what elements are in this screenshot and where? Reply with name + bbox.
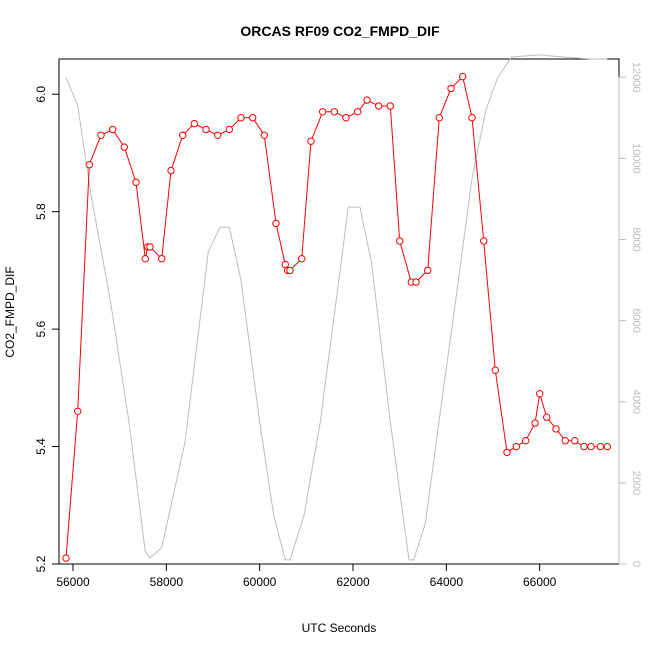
data-point — [85, 161, 94, 169]
data-point — [363, 96, 371, 104]
data-point — [375, 102, 383, 110]
y2-tick-label: 0 — [630, 561, 642, 567]
data-point — [552, 425, 560, 433]
data-point — [571, 437, 579, 445]
data-point — [179, 131, 187, 140]
data-point — [286, 266, 294, 275]
data-point — [580, 442, 588, 451]
data-point — [503, 448, 511, 457]
data-point — [531, 419, 539, 427]
x-tick-label: 58000 — [150, 575, 184, 589]
data-point — [146, 243, 154, 251]
data-point — [424, 266, 432, 275]
data-point — [307, 137, 315, 145]
data-point — [109, 125, 117, 134]
y-tick-label: 5.2 — [34, 555, 48, 572]
data-point — [132, 178, 140, 187]
y-tick-label: 6.0 — [34, 86, 48, 103]
data-point — [120, 143, 129, 151]
y-tick-label: 5.8 — [34, 203, 48, 220]
data-point — [491, 366, 499, 374]
data-point — [298, 255, 306, 263]
secondary-series-line — [65, 54, 608, 561]
data-point — [97, 131, 105, 140]
data-point — [603, 442, 611, 451]
data-point — [354, 108, 362, 116]
data-point — [202, 125, 210, 134]
data-point — [596, 442, 604, 451]
y2-tick-label: 4000 — [630, 390, 642, 414]
data-point — [468, 114, 476, 122]
data-point — [225, 125, 234, 134]
data-point — [396, 237, 404, 245]
data-point — [536, 390, 544, 398]
x-axis: 56000 58000 60000 62000 64000 66000 — [56, 563, 557, 589]
y-tick-label: 5.6 — [34, 320, 48, 337]
data-point — [330, 108, 338, 116]
series-primary — [62, 72, 611, 562]
x-tick-label: 64000 — [430, 575, 464, 589]
data-point — [141, 255, 150, 263]
data-point — [167, 166, 175, 175]
data-point — [342, 114, 350, 122]
x-axis-label: UTC Seconds — [302, 621, 377, 635]
x-tick-label: 60000 — [243, 575, 277, 589]
chart-title: ORCAS RF09 CO2_FMPD_DIF — [240, 23, 440, 39]
data-point — [158, 255, 166, 263]
data-point — [412, 278, 420, 286]
data-point — [543, 413, 551, 421]
data-point — [249, 114, 257, 122]
x-tick-label: 56000 — [56, 575, 90, 589]
y2-tick-label: 2000 — [630, 471, 642, 495]
plot-frame — [58, 58, 620, 565]
data-point — [74, 407, 82, 415]
data-point — [237, 114, 245, 122]
data-point — [561, 437, 569, 445]
data-point — [512, 442, 520, 451]
data-point — [190, 119, 199, 128]
data-point — [386, 102, 394, 110]
series-secondary — [65, 54, 608, 561]
data-point — [480, 237, 488, 245]
y2-tick-label: 6000 — [630, 308, 642, 332]
data-point — [435, 114, 443, 122]
y2-tick-label: 8000 — [630, 227, 642, 251]
data-point — [587, 442, 595, 451]
data-point — [272, 219, 280, 228]
x-tick-label: 66000 — [523, 575, 557, 589]
y-axis-label: CO2_FMPD_DIF — [3, 266, 17, 357]
y-axis-left: 5.2 5.4 5.6 5.8 6.0 — [34, 86, 59, 572]
data-point — [62, 554, 70, 562]
data-point — [214, 131, 222, 140]
data-point — [522, 437, 530, 445]
y2-tick-label: 12000 — [630, 62, 642, 93]
y2-tick-label: 10000 — [630, 143, 642, 174]
data-point — [459, 72, 467, 81]
y-tick-label: 5.4 — [34, 438, 48, 455]
primary-series-line — [65, 75, 608, 559]
data-point — [447, 84, 455, 93]
data-point — [319, 108, 327, 116]
data-point — [260, 131, 268, 140]
x-tick-label: 62000 — [336, 575, 370, 589]
y-axis-right: 0 2000 4000 6000 8000 10000 12000 — [618, 62, 642, 567]
